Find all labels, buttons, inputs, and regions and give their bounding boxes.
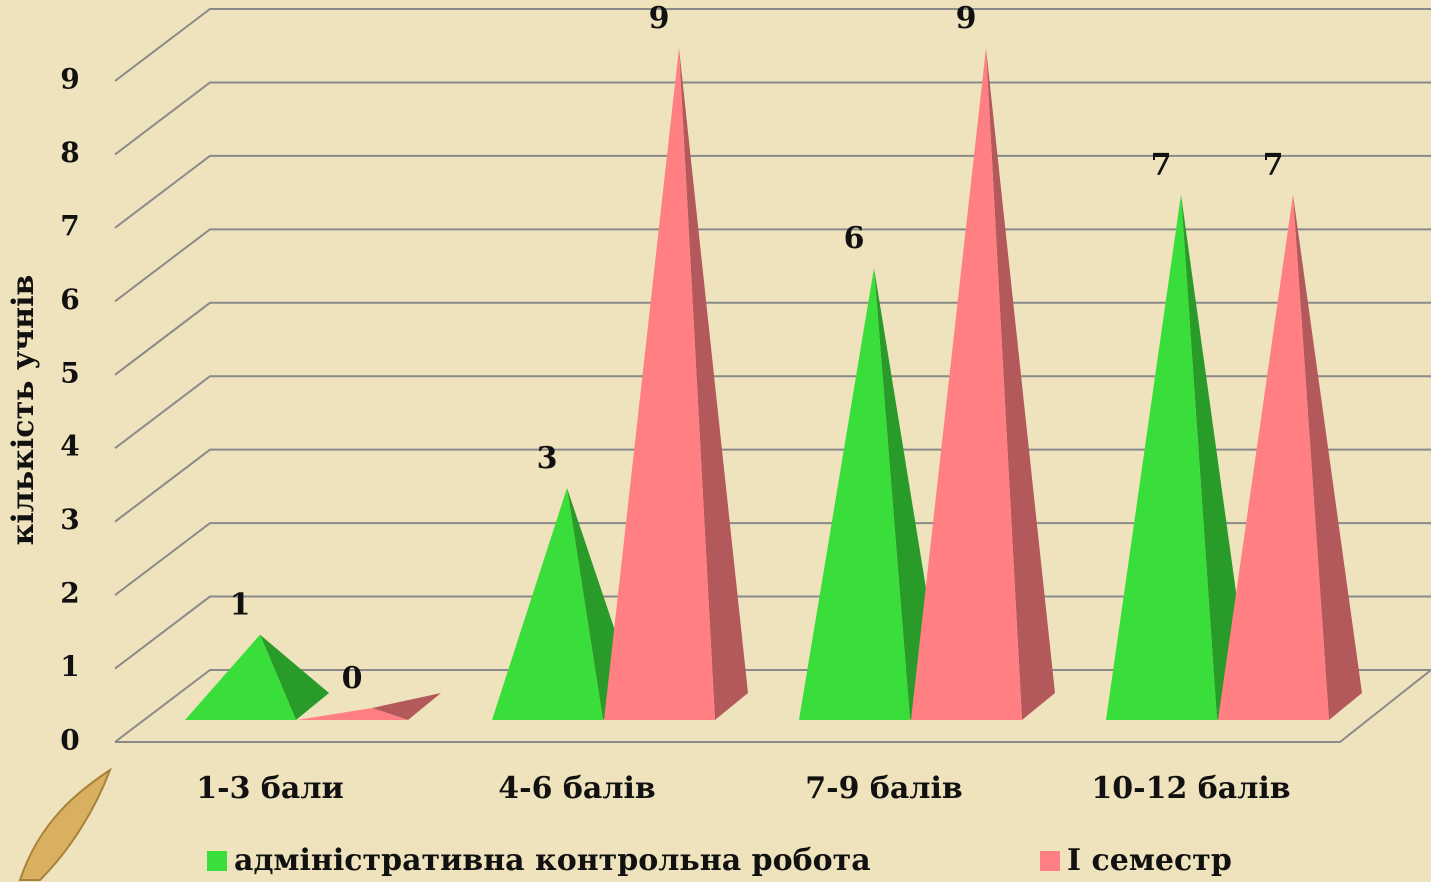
y-tick-label: 2 [60, 577, 79, 610]
x-tick-label: 1-3 бали [196, 771, 344, 806]
y-tick-label: 9 [60, 63, 79, 96]
grid-line [114, 301, 1431, 376]
y-tick-label: 1 [60, 650, 79, 683]
value-label: 0 [342, 661, 363, 696]
pyramid-side [679, 48, 748, 720]
pyramid-side [1181, 194, 1250, 720]
grid-line [114, 375, 1431, 450]
value-label: 9 [956, 1, 977, 36]
value-label: 3 [537, 441, 558, 476]
x-tick-label: 7-9 балів [805, 771, 963, 806]
x-tick-label: 10-12 балів [1091, 771, 1290, 806]
y-tick-label: 3 [60, 503, 79, 536]
pyramid-side [1293, 194, 1362, 720]
value-label: 7 [1263, 148, 1284, 183]
y-tick-label: 0 [60, 724, 79, 757]
y-tick-label: 8 [60, 136, 79, 169]
pyramid-side [986, 48, 1055, 720]
value-label: 9 [649, 1, 670, 36]
feather-decoration [18, 767, 113, 881]
grid-line [114, 154, 1431, 229]
legend-label: І семестр [1067, 843, 1232, 878]
grid-line [114, 8, 1431, 82]
legend-swatch [1040, 851, 1060, 871]
pyramid-front [799, 268, 910, 720]
y-axis-title: кількість учнів [6, 275, 41, 546]
value-label: 1 [230, 588, 251, 623]
pyramid-front [492, 488, 603, 720]
legend-label: адміністративна контрольна робота [234, 843, 871, 878]
value-label: 6 [844, 221, 865, 256]
y-tick-label: 4 [60, 430, 79, 463]
y-tick-label: 5 [60, 356, 79, 389]
pyramid-front [297, 708, 408, 720]
pyramid-front [604, 48, 715, 720]
grid-line [114, 81, 1431, 156]
pyramid-front [911, 48, 1022, 720]
grid-line [114, 228, 1431, 303]
legend-swatch [207, 851, 227, 871]
floor-edge [115, 669, 1431, 743]
x-tick-label: 4-6 балів [498, 771, 656, 806]
y-tick-label: 6 [60, 283, 79, 316]
pyramid-front [1218, 194, 1329, 720]
pyramid-side [372, 693, 441, 720]
pyramid-front [1106, 194, 1217, 720]
pyramid-front [185, 634, 296, 720]
value-label: 7 [1151, 148, 1172, 183]
pyramid-side [260, 634, 329, 720]
y-tick-label: 7 [60, 209, 79, 242]
